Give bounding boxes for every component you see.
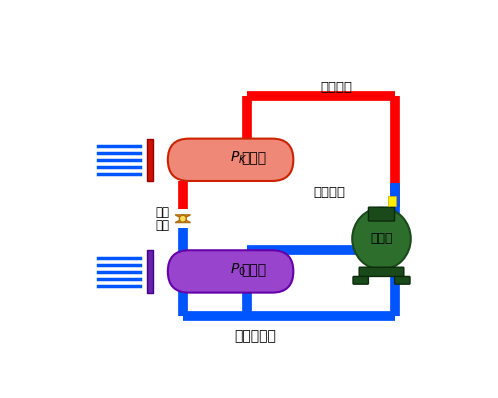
FancyBboxPatch shape [359, 267, 404, 277]
Text: $P_K$: $P_K$ [230, 150, 247, 166]
Text: 冷凝器: 冷凝器 [241, 151, 266, 165]
Text: 压缩式制冷: 压缩式制冷 [234, 330, 276, 343]
Text: 节流: 节流 [156, 206, 170, 219]
FancyBboxPatch shape [168, 250, 293, 293]
Polygon shape [175, 219, 191, 222]
FancyBboxPatch shape [146, 250, 153, 293]
Ellipse shape [352, 208, 411, 269]
Polygon shape [175, 215, 191, 219]
FancyBboxPatch shape [388, 195, 396, 207]
Text: $P_0$: $P_0$ [231, 262, 246, 278]
FancyBboxPatch shape [146, 139, 153, 181]
Text: 高压部分: 高压部分 [321, 81, 353, 94]
Text: 蒸发器: 蒸发器 [241, 263, 266, 277]
FancyBboxPatch shape [369, 207, 394, 221]
FancyBboxPatch shape [353, 277, 369, 284]
Circle shape [179, 215, 186, 222]
Text: 低压部分: 低压部分 [313, 186, 345, 199]
FancyBboxPatch shape [394, 277, 410, 284]
Text: 机构: 机构 [156, 219, 170, 232]
Text: 压缩机: 压缩机 [370, 232, 393, 245]
FancyBboxPatch shape [168, 139, 293, 181]
